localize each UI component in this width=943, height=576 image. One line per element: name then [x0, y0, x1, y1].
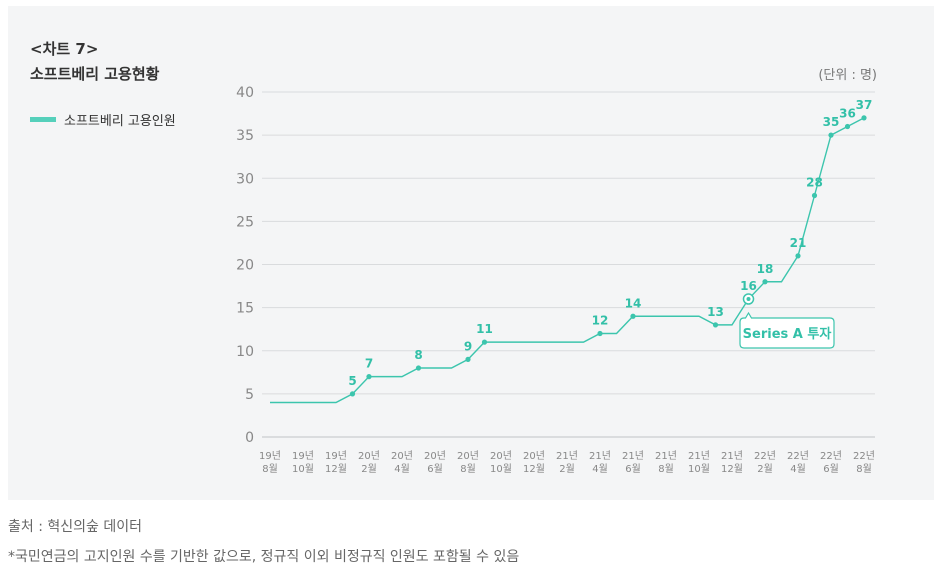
- x-tick-label-year: 22년: [820, 450, 842, 462]
- x-tick-label-year: 21년: [655, 450, 677, 462]
- y-tick-label: 35: [236, 128, 254, 144]
- source-note: 출처 : 혁신의숲 데이터: [8, 519, 142, 535]
- x-tick-label-year: 21년: [688, 450, 710, 462]
- chart-panel: [8, 6, 934, 500]
- annotation-text: Series A 투자: [743, 327, 832, 342]
- x-tick-label-month: 10월: [688, 463, 710, 475]
- x-tick-label-month: 8월: [262, 463, 278, 475]
- x-tick-label-year: 20년: [457, 450, 479, 462]
- data-label: 16: [740, 279, 757, 293]
- data-label: 21: [790, 236, 807, 250]
- data-label: 7: [365, 357, 373, 371]
- data-point: [415, 365, 422, 371]
- x-tick-label-month: 2월: [559, 463, 575, 475]
- data-point: [712, 322, 719, 328]
- x-tick-label-month: 2월: [361, 463, 377, 475]
- y-tick-label: 30: [236, 171, 254, 187]
- x-tick-label-month: 6월: [823, 463, 839, 475]
- x-tick-label-year: 19년: [325, 450, 347, 462]
- data-label: 13: [707, 305, 724, 319]
- x-tick-label-month: 12월: [721, 463, 743, 475]
- x-tick-label-year: 20년: [490, 450, 512, 462]
- x-tick-label-year: 21년: [721, 450, 743, 462]
- x-tick-label-month: 12월: [325, 463, 347, 475]
- x-tick-label-year: 20년: [358, 450, 380, 462]
- series-line: [270, 117, 865, 404]
- x-tick-label-month: 4월: [394, 463, 410, 475]
- data-label: 12: [592, 314, 609, 328]
- data-point: [762, 279, 768, 285]
- chart-title: 소프트베리 고용현황: [30, 65, 160, 83]
- footnote: *국민연금의 고지인원 수를 기반한 값으로, 정규직 이외 비정규직 인원도 …: [8, 549, 520, 565]
- data-point: [795, 253, 801, 259]
- data-label: 8: [414, 348, 422, 362]
- x-tick-label-month: 4월: [592, 463, 608, 475]
- x-tick-label-month: 6월: [427, 463, 443, 475]
- x-tick-label-month: 10월: [490, 463, 512, 475]
- x-tick-label-year: 22년: [787, 450, 809, 462]
- data-point: [828, 132, 834, 138]
- data-point: [844, 123, 851, 130]
- data-label: 5: [348, 374, 356, 388]
- data-label: 28: [806, 176, 823, 190]
- x-tick-label-year: 22년: [853, 450, 875, 462]
- x-tick-label-year: 20년: [391, 450, 413, 462]
- data-point: [861, 115, 867, 121]
- data-label: 37: [856, 98, 873, 112]
- data-point: [597, 330, 603, 337]
- y-tick-label: 40: [236, 85, 254, 101]
- y-tick-label: 0: [245, 430, 254, 446]
- line-chart: 051015202530354019년8월19년10월19년12월20년2월20…: [236, 85, 875, 475]
- x-tick-label-year: 19년: [259, 450, 281, 462]
- data-point: [349, 391, 356, 397]
- y-tick-label: 10: [236, 344, 254, 360]
- x-tick-label-year: 19년: [292, 450, 314, 462]
- y-tick-label: 25: [236, 214, 254, 230]
- x-tick-label-month: 8월: [460, 463, 476, 475]
- y-tick-label: 5: [245, 387, 254, 403]
- data-point: [481, 339, 488, 345]
- data-point: [746, 297, 751, 301]
- x-tick-label-month: 8월: [856, 463, 872, 475]
- data-point: [630, 313, 636, 319]
- x-tick-label-month: 10월: [292, 463, 314, 475]
- x-tick-label-month: 2월: [757, 463, 773, 475]
- data-point: [811, 192, 818, 199]
- data-label: 36: [839, 107, 856, 121]
- data-point: [366, 374, 372, 380]
- data-label: 14: [625, 296, 642, 310]
- legend-label: 소프트베리 고용인원: [64, 114, 176, 129]
- data-label: 11: [476, 322, 493, 336]
- x-tick-label-year: 21년: [556, 450, 578, 462]
- data-label: 18: [757, 262, 774, 276]
- annotation-callout: [739, 311, 835, 349]
- data-label: 9: [464, 339, 472, 353]
- x-tick-label-month: 6월: [625, 463, 641, 475]
- y-tick-label: 15: [236, 301, 254, 317]
- data-label: 35: [823, 115, 840, 129]
- y-tick-label: 20: [236, 258, 254, 274]
- legend: 소프트베리 고용인원: [30, 110, 176, 129]
- x-tick-label-month: 12월: [523, 463, 545, 475]
- unit-label: (단위 : 명): [818, 68, 877, 83]
- x-tick-label-month: 8월: [658, 463, 674, 475]
- x-tick-label-year: 20년: [523, 450, 545, 462]
- data-point: [465, 356, 471, 362]
- x-tick-label-year: 20년: [424, 450, 446, 462]
- x-tick-label-year: 21년: [589, 450, 611, 462]
- x-tick-label-year: 22년: [754, 450, 776, 462]
- legend-swatch: [30, 117, 56, 122]
- x-tick-label-year: 21년: [622, 450, 644, 462]
- chart-number-label: <차트 7>: [30, 40, 99, 58]
- x-tick-label-month: 4월: [790, 463, 806, 475]
